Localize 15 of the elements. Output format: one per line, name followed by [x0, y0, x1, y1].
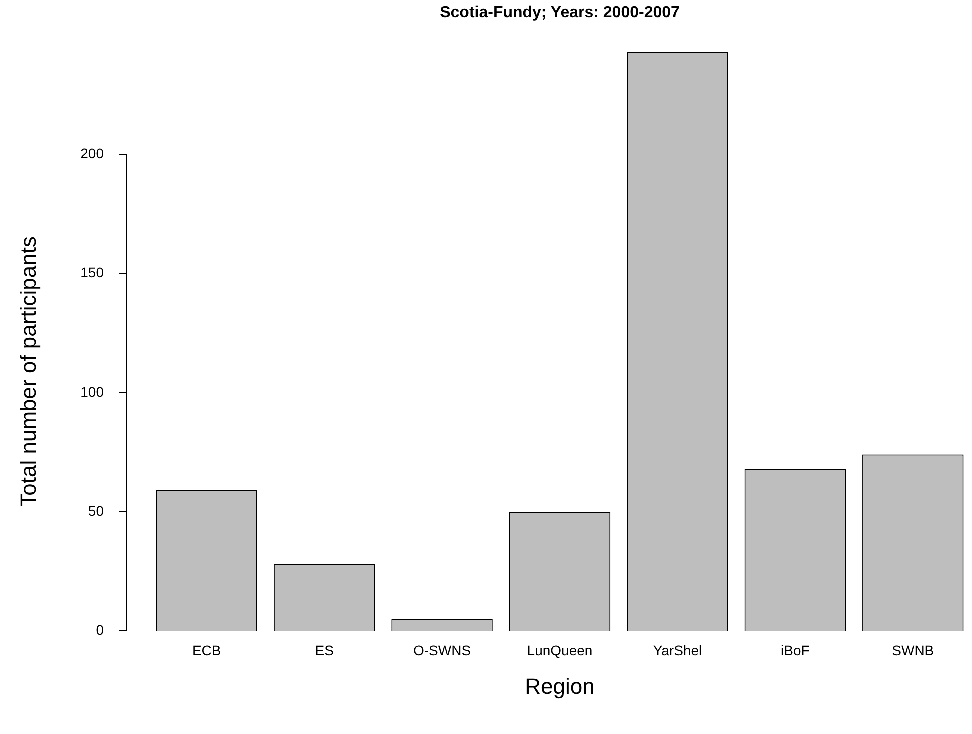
y-tick-label: 150: [80, 264, 104, 281]
chart-title: Scotia-Fundy; Years: 2000-2007: [440, 4, 680, 22]
x-tick-label: YarShel: [653, 642, 702, 658]
y-tick-label: 50: [88, 502, 104, 519]
x-tick-label: iBoF: [781, 642, 810, 658]
y-tick-label: 0: [96, 622, 104, 638]
x-tick-label: LunQueen: [527, 642, 593, 658]
x-tick-label: O-SWNS: [414, 642, 472, 658]
x-axis-title: Region: [525, 674, 595, 700]
y-tick-label: 100: [80, 384, 104, 400]
y-axis-title: Total number of participants: [16, 236, 42, 507]
x-tick-label: ECB: [192, 642, 222, 658]
x-tick-label: SWNB: [892, 642, 934, 658]
y-tick-label: 200: [80, 146, 104, 162]
x-tick-label: ES: [315, 642, 334, 658]
